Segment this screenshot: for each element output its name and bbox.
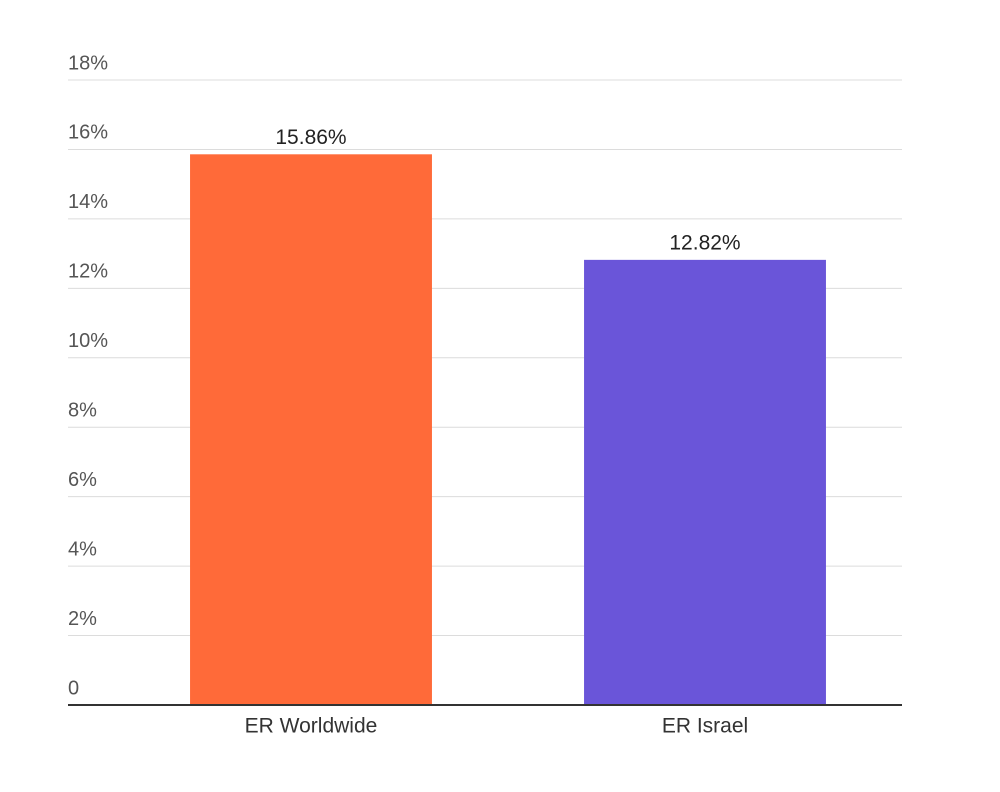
x-tick-label: ER Worldwide — [245, 715, 378, 738]
y-tick-label: 8% — [68, 400, 97, 422]
y-tick-label: 4% — [68, 538, 97, 560]
y-tick-label: 0 — [68, 677, 79, 699]
y-tick-label: 2% — [68, 608, 97, 630]
value-label: 12.82% — [669, 231, 740, 254]
bar — [584, 259, 826, 705]
y-tick-label: 16% — [68, 122, 108, 144]
x-tick-label: ER Israel — [662, 715, 748, 738]
y-tick-label: 14% — [68, 191, 108, 213]
bar — [190, 154, 432, 706]
y-tick-label: 18% — [68, 52, 108, 74]
y-tick-label: 12% — [68, 261, 108, 283]
y-tick-label: 10% — [68, 330, 108, 352]
y-tick-label: 6% — [68, 469, 97, 491]
value-label: 15.86% — [275, 126, 346, 149]
